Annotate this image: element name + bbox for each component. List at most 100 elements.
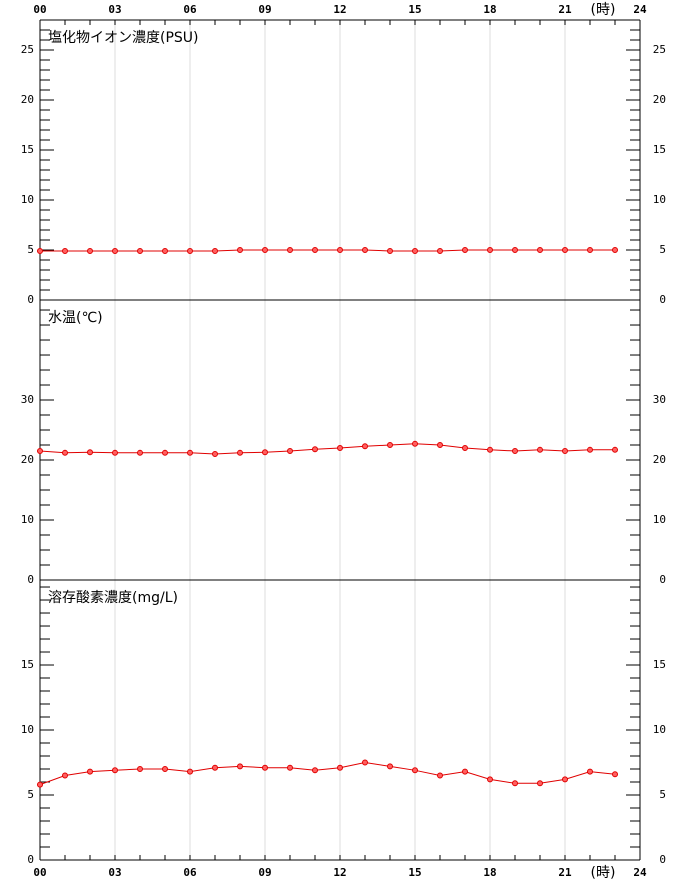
y-tick-label: 10 (21, 723, 34, 736)
y-tick-label: 5 (27, 788, 34, 801)
x-tick-label: 18 (483, 3, 496, 16)
panel-title: 塩化物イオン濃度(PSU) (48, 30, 199, 46)
data-point (612, 771, 618, 778)
data-point (587, 768, 593, 775)
data-point (462, 768, 468, 775)
data-point (162, 766, 168, 773)
data-point (112, 449, 118, 456)
x-tick-label: 15 (408, 3, 421, 16)
x-axis-label: (時) (591, 865, 616, 880)
y-tick-label: 30 (653, 393, 666, 406)
y-tick-label: 0 (659, 293, 666, 306)
data-point (212, 451, 218, 458)
y-tick-label: 15 (21, 143, 34, 156)
data-point (262, 764, 268, 771)
data-point (62, 248, 68, 254)
y-tick-label: 0 (659, 853, 666, 866)
data-point (512, 780, 518, 787)
data-point (287, 764, 293, 771)
data-point (512, 247, 518, 253)
x-tick-label: 18 (483, 866, 496, 879)
x-tick-label: 06 (183, 3, 197, 16)
x-tick-label: 03 (108, 3, 121, 16)
y-tick-label: 15 (653, 658, 666, 671)
data-point (412, 248, 418, 254)
x-tick-label: 00 (33, 866, 46, 879)
data-point (137, 449, 143, 456)
data-point (87, 248, 93, 254)
x-tick-label: 12 (333, 866, 346, 879)
data-point (412, 440, 418, 447)
x-tick-label: 15 (408, 866, 421, 879)
data-point (287, 448, 293, 455)
data-point (337, 764, 343, 771)
x-tick-label: 12 (333, 3, 346, 16)
x-tick-label: 21 (558, 3, 572, 16)
data-point (212, 248, 218, 254)
data-point (137, 248, 143, 254)
data-point (387, 763, 393, 770)
data-line (40, 249, 615, 252)
y-tick-label: 25 (653, 43, 666, 56)
y-tick-label: 10 (653, 193, 666, 206)
data-point (437, 248, 443, 254)
y-tick-label: 10 (653, 513, 666, 526)
data-point (437, 772, 443, 779)
data-point (112, 767, 118, 774)
data-point (37, 448, 43, 455)
data-point (112, 248, 118, 254)
data-point (537, 780, 543, 787)
data-point (487, 776, 493, 783)
y-tick-label: 10 (653, 723, 666, 736)
data-point (87, 449, 93, 456)
y-tick-label: 5 (659, 243, 666, 256)
data-point (187, 449, 193, 456)
x-tick-label: 21 (558, 866, 572, 879)
x-tick-label: 09 (258, 3, 271, 16)
y-tick-label: 10 (21, 513, 34, 526)
y-tick-label: 5 (659, 788, 666, 801)
data-point (412, 767, 418, 774)
data-point (162, 449, 168, 456)
y-tick-label: 5 (27, 243, 34, 256)
x-tick-label: 24 (633, 866, 647, 879)
data-point (612, 247, 618, 253)
data-point (487, 247, 493, 253)
y-tick-label: 15 (653, 143, 666, 156)
data-point (462, 445, 468, 452)
y-tick-label: 30 (21, 393, 34, 406)
data-point (62, 449, 68, 456)
y-tick-label: 20 (653, 93, 666, 106)
y-tick-label: 0 (27, 853, 34, 866)
y-tick-label: 0 (27, 293, 34, 306)
data-point (387, 248, 393, 254)
data-point (187, 248, 193, 254)
data-point (162, 248, 168, 254)
x-tick-label: 03 (108, 866, 121, 879)
data-point (587, 247, 593, 253)
data-point (462, 247, 468, 253)
y-tick-label: 0 (659, 573, 666, 586)
x-axis-label: (時) (591, 2, 616, 18)
data-point (37, 248, 43, 254)
data-point (287, 247, 293, 253)
x-tick-label: 24 (633, 3, 647, 16)
x-tick-label: 00 (33, 3, 46, 16)
data-point (237, 247, 243, 253)
panel-title: 溶存酸素濃度(mg/L) (48, 590, 178, 606)
data-point (312, 446, 318, 453)
data-point (587, 446, 593, 453)
y-tick-label: 20 (21, 453, 34, 466)
y-tick-label: 15 (21, 658, 34, 671)
data-point (537, 446, 543, 453)
data-point (262, 449, 268, 456)
y-tick-label: 10 (21, 193, 34, 206)
data-point (362, 759, 368, 766)
data-point (137, 766, 143, 773)
data-point (487, 446, 493, 453)
data-point (312, 247, 318, 253)
data-point (562, 776, 568, 783)
data-point (237, 449, 243, 456)
data-point (37, 781, 43, 788)
